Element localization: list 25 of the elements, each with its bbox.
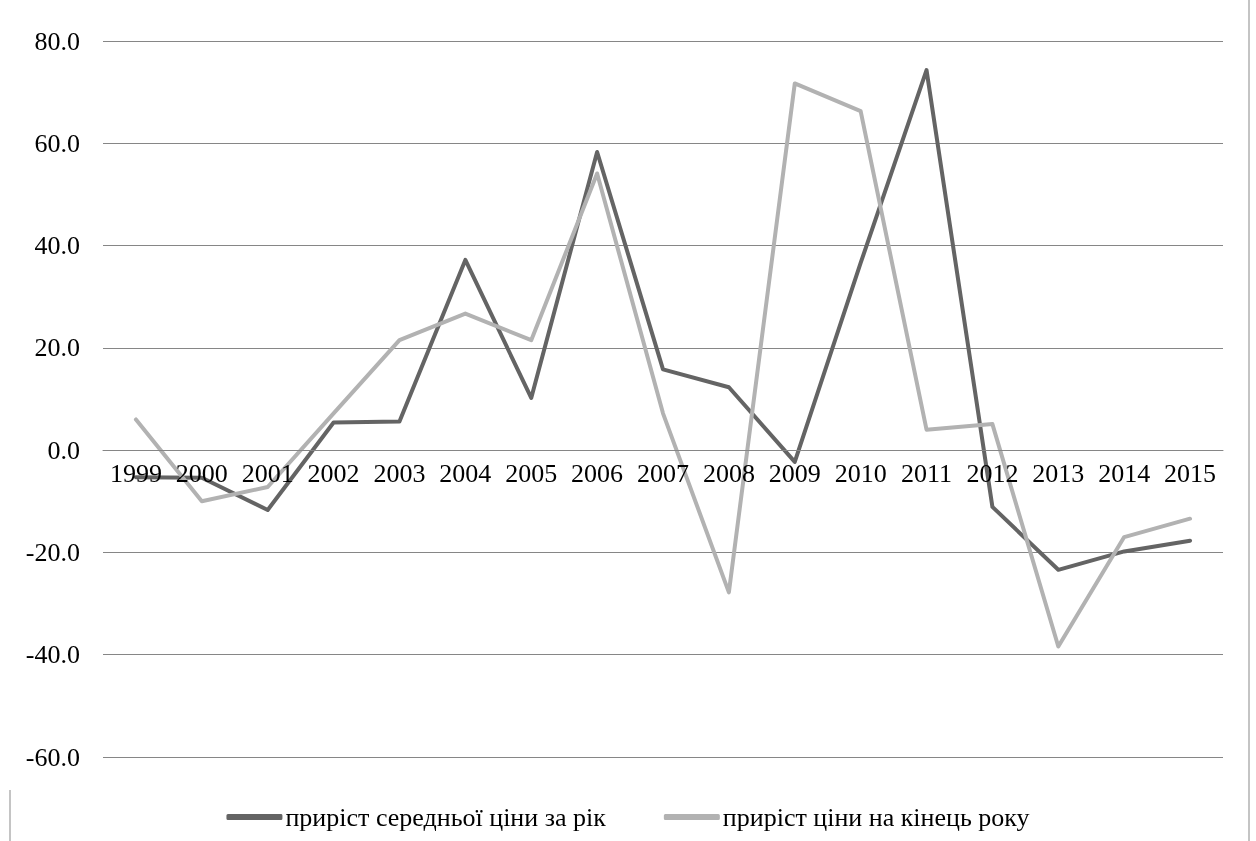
- y-tick-label: 80.0: [34, 26, 80, 56]
- x-tick-label: 2015: [1164, 458, 1217, 488]
- x-tick-label: 2002: [307, 458, 360, 488]
- x-tick-label: 2006: [571, 458, 624, 488]
- x-tick-label: 2008: [702, 458, 755, 488]
- y-tick-label: -60.0: [25, 742, 80, 772]
- x-tick-label: 2011: [901, 458, 953, 488]
- y-tick-label: 0.0: [47, 435, 80, 465]
- x-tick-label: 2013: [1032, 458, 1085, 488]
- y-tick-label: 60.0: [34, 128, 80, 158]
- y-tick-label: 40.0: [34, 231, 80, 261]
- x-tick-label: 2010: [834, 458, 887, 488]
- x-tick-label: 2014: [1098, 458, 1151, 488]
- x-tick-label: 2004: [439, 458, 492, 488]
- legend-label: приріст середньої ціни за рік: [285, 802, 607, 832]
- x-tick-label: 2009: [768, 458, 821, 488]
- legend-label: приріст ціни на кінець року: [722, 802, 1030, 832]
- y-tick-label: 20.0: [34, 333, 80, 363]
- y-tick-label: -40.0: [25, 640, 80, 670]
- x-tick-label: 2001: [241, 458, 294, 488]
- x-tick-label: 2003: [373, 458, 426, 488]
- x-tick-label: 2005: [505, 458, 558, 488]
- x-tick-label: 1999: [109, 458, 162, 488]
- y-tick-label: -20.0: [25, 537, 80, 567]
- x-tick-label: 2007: [637, 458, 689, 488]
